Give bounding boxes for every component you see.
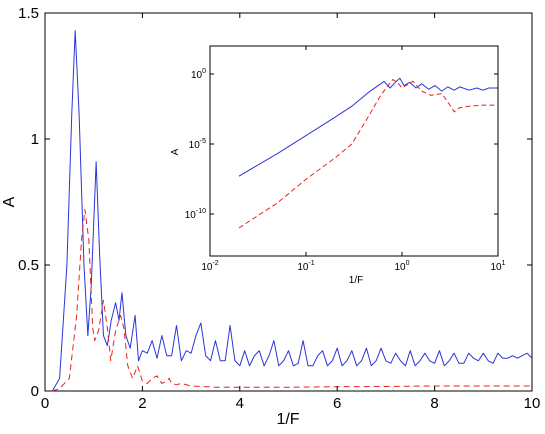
- main-x-tick-label: 8: [430, 395, 438, 412]
- inset-series-1-line: [238, 79, 498, 229]
- main-series-0-line: [51, 30, 533, 392]
- inset-x-tick-label: 100: [394, 260, 409, 273]
- inset-y-tick-label: 100: [191, 68, 206, 81]
- inset-series-0-line: [238, 77, 498, 177]
- inset-x-axis-label: 1/F: [349, 275, 363, 286]
- inset-plot-frame: [209, 45, 499, 257]
- main-y-tick-label: 0.5: [18, 257, 39, 274]
- main-x-tick-label: 10: [524, 395, 541, 412]
- main-x-tick-label: 2: [138, 395, 146, 412]
- main-y-ticks: 0 0.5 1 1.5: [18, 5, 532, 400]
- main-series-group: [51, 30, 533, 392]
- inset-x-tick-label: 10-1: [297, 260, 314, 273]
- inset-y-ticks: 10-10 10-5 100: [185, 68, 498, 221]
- main-y-tick-label: 0: [31, 383, 39, 400]
- main-chart: 0 2 4 6 8 10 0 0.5 1 1.5 1/F A: [1, 5, 540, 428]
- inset-x-tick-label: 101: [490, 260, 505, 273]
- main-y-tick-label: 1: [31, 131, 39, 148]
- main-x-tick-label: 0: [41, 395, 49, 412]
- main-y-axis-label: A: [1, 196, 18, 207]
- inset-background: [210, 46, 498, 256]
- main-x-tick-label: 6: [333, 395, 341, 412]
- main-plot-frame: [44, 12, 533, 392]
- main-series-1-line: [52, 209, 532, 392]
- inset-y-axis-label: A: [170, 148, 181, 155]
- inset-chart: 10-2 10-1 100 101 10-10 10-5 100 1/F A: [170, 45, 506, 286]
- inset-series-group: [238, 77, 498, 229]
- inset-x-tick-label: 10-2: [201, 260, 218, 273]
- main-x-ticks: 0 2 4 6 8 10: [41, 13, 541, 412]
- inset-y-tick-label: 10-5: [189, 138, 206, 151]
- inset-y-tick-label: 10-10: [185, 208, 206, 221]
- main-x-axis-label: 1/F: [276, 411, 299, 428]
- main-y-tick-label: 1.5: [18, 5, 39, 22]
- main-x-tick-label: 4: [236, 395, 244, 412]
